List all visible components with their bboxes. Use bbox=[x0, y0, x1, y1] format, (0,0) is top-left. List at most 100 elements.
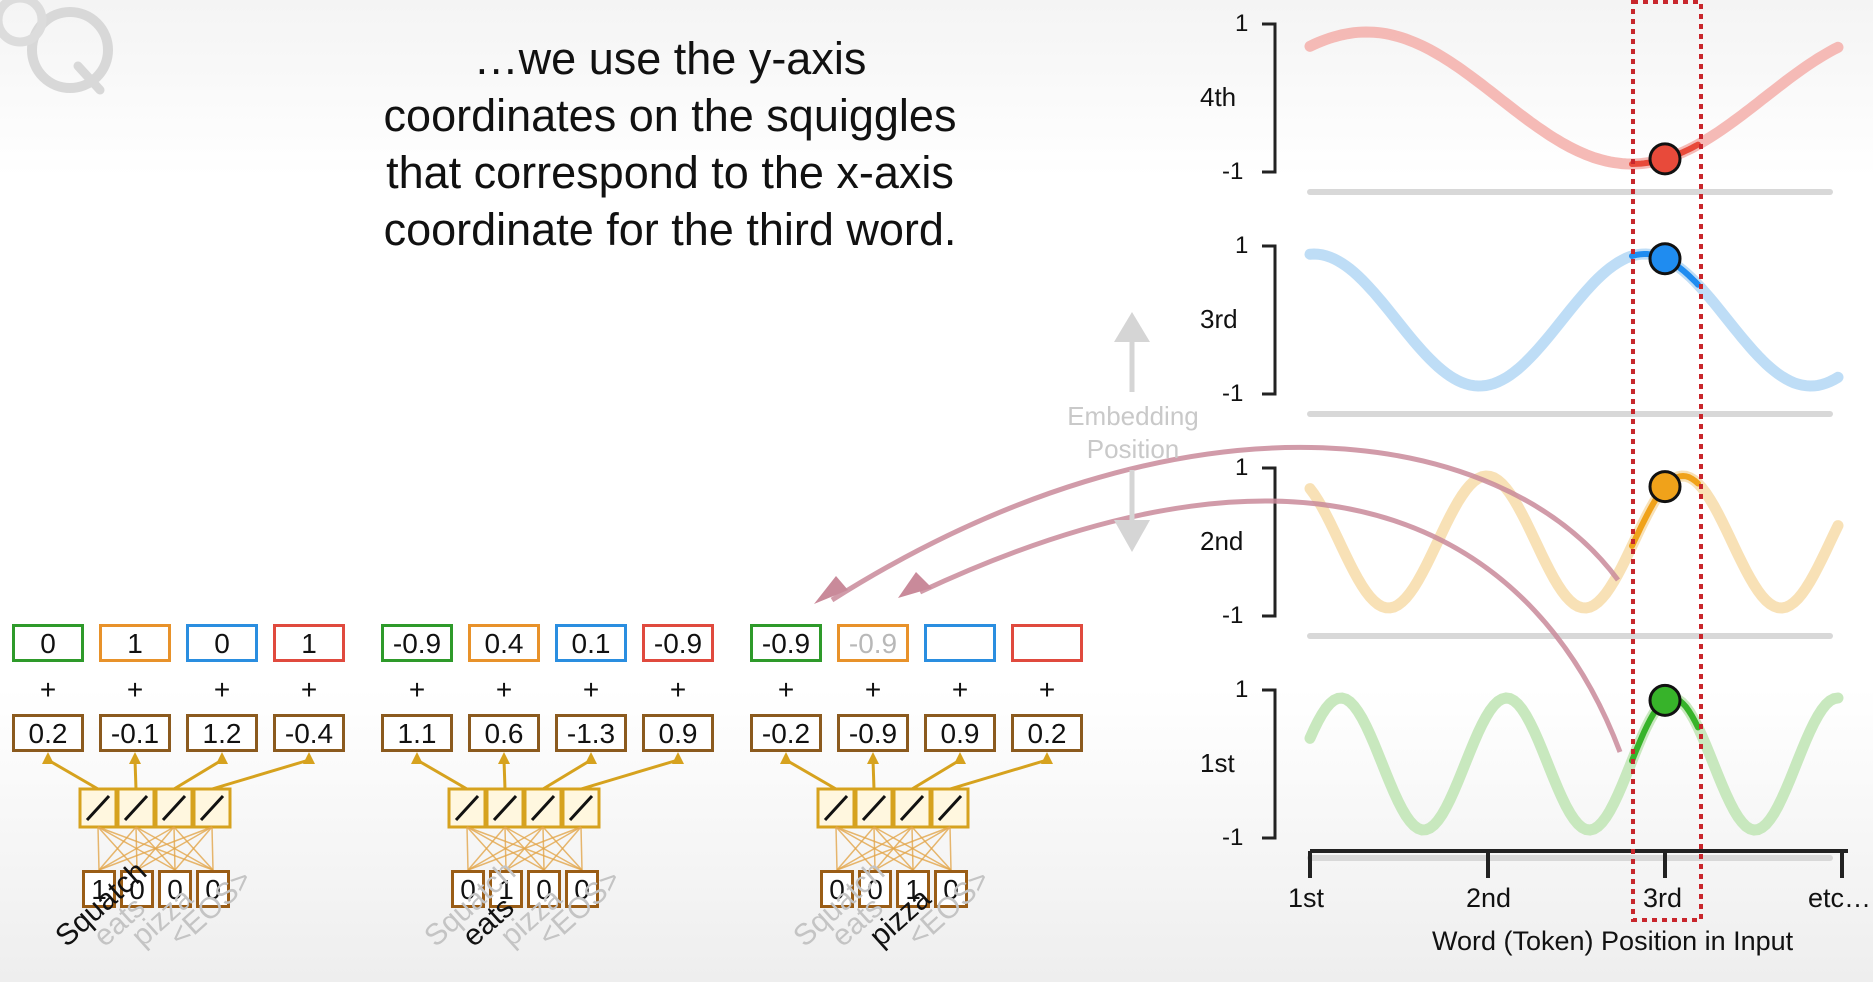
panel-y-axis bbox=[1262, 466, 1277, 618]
weight-connection bbox=[135, 826, 214, 871]
weight-connection bbox=[580, 826, 583, 871]
weight-connection bbox=[504, 826, 583, 871]
y-tick-bottom: -1 bbox=[1222, 158, 1244, 185]
weight-arrow bbox=[871, 759, 876, 790]
weight-arrow bbox=[173, 758, 223, 791]
arrow-head bbox=[498, 752, 510, 764]
position-squiggle bbox=[1304, 26, 1844, 170]
weight-connection bbox=[97, 826, 138, 871]
arrow-head bbox=[303, 752, 315, 764]
word-embedding-box: 0.6 bbox=[468, 714, 540, 752]
caption-line-4: coordinate for the third word. bbox=[383, 204, 957, 255]
word-embedding-box: 0.2 bbox=[12, 714, 84, 752]
sum-value-box: -0.9 bbox=[642, 624, 714, 662]
y-tick-bottom: -1 bbox=[1222, 380, 1244, 407]
weight-connection bbox=[466, 826, 545, 871]
x-tick-label: 3rd bbox=[1643, 883, 1683, 913]
weight-arrow bbox=[542, 758, 592, 791]
word-embedding-box: -0.4 bbox=[273, 714, 345, 752]
embedding-label-line-1: Embedding bbox=[1067, 401, 1199, 431]
weight-connection bbox=[835, 826, 914, 871]
y-tick-top: 1 bbox=[1235, 454, 1249, 481]
caption-text: …we use the y-axis coordinates on the sq… bbox=[320, 30, 1020, 258]
onehot-input-box: 0 bbox=[158, 870, 192, 908]
weight-connection bbox=[466, 826, 469, 871]
weight-arrow bbox=[785, 758, 837, 791]
activation-line bbox=[161, 794, 187, 822]
onehot-input-box: 1 bbox=[489, 870, 523, 908]
arrow-head bbox=[672, 752, 684, 764]
word-embedding-box: -0.9 bbox=[837, 714, 909, 752]
activation-line bbox=[530, 794, 556, 822]
y-tick-top: 1 bbox=[1235, 10, 1249, 37]
third-position-highlight bbox=[1631, 0, 1703, 922]
onehot-input-box: 0 bbox=[120, 870, 154, 908]
weight-arrow bbox=[211, 758, 310, 791]
plus-sign: + bbox=[300, 674, 318, 705]
y-tick-top: 1 bbox=[1235, 676, 1249, 703]
plus-sign: + bbox=[495, 674, 513, 705]
embedding-group-3: -0.9 -0.9 + + + + -0.2 -0.9 0.9 0.2 0 0 1 0 Squatch eat… bbox=[750, 624, 1110, 982]
plus-sign: + bbox=[864, 674, 882, 705]
x-tick-label: etc… bbox=[1808, 883, 1872, 913]
embedding-arc-1 bbox=[830, 444, 1621, 603]
embedding-arc-2 bbox=[918, 498, 1623, 753]
down-arrow-head bbox=[1114, 520, 1150, 552]
sum-value-box: -0.9 bbox=[750, 624, 822, 662]
arrow-head bbox=[780, 752, 792, 764]
activation-line bbox=[492, 794, 518, 822]
word-embedding-box: -1.3 bbox=[555, 714, 627, 752]
panel-y-axis bbox=[1262, 244, 1277, 396]
onehot-input-box: 0 bbox=[858, 870, 892, 908]
y-tick-top: 1 bbox=[1235, 232, 1249, 259]
activation-line bbox=[199, 794, 225, 822]
position-value-dot bbox=[1648, 470, 1682, 504]
position-value-dot bbox=[1648, 142, 1682, 176]
panel-label-4th: 4th bbox=[1200, 82, 1237, 112]
panel-label-1st: 1st bbox=[1200, 748, 1235, 778]
weight-connection bbox=[949, 826, 952, 871]
word-embedding-box: 1.2 bbox=[186, 714, 258, 752]
onehot-input-box: 0 bbox=[527, 870, 561, 908]
activation-line bbox=[861, 794, 887, 822]
sum-value-box: 0.1 bbox=[555, 624, 627, 662]
word-embedding-box: 1.1 bbox=[381, 714, 453, 752]
embedding-arc-1-head bbox=[814, 576, 848, 604]
activation-line bbox=[85, 794, 111, 822]
statquest-logo bbox=[0, 0, 130, 110]
caption-line-1: …we use the y-axis bbox=[473, 33, 867, 84]
activation-line bbox=[123, 794, 149, 822]
sum-value-box bbox=[924, 624, 996, 662]
weight-arrow bbox=[911, 758, 961, 791]
arrow-head bbox=[216, 752, 228, 764]
position-value-dot bbox=[1648, 242, 1682, 276]
onehot-input-box: 0 bbox=[565, 870, 599, 908]
activation-line bbox=[568, 794, 594, 822]
sum-value-box: -0.9 bbox=[837, 624, 909, 662]
plus-sign: + bbox=[39, 674, 57, 705]
weight-connection bbox=[873, 826, 952, 871]
embedding-group-1: 0 1 0 1 + + + +0.2 -0.1 1.2 -0.4 1 0 0 0 Squatch eats piz… bbox=[12, 624, 372, 982]
arrow-head bbox=[954, 752, 966, 764]
weight-connection bbox=[466, 826, 507, 871]
sum-value-box: 1 bbox=[273, 624, 345, 662]
word-embedding-box: -0.2 bbox=[750, 714, 822, 752]
activation-line bbox=[899, 794, 925, 822]
word-embedding-box: -0.1 bbox=[99, 714, 171, 752]
plus-sign: + bbox=[777, 674, 795, 705]
plus-sign: + bbox=[1038, 674, 1056, 705]
position-squiggle bbox=[1304, 470, 1844, 614]
onehot-input-box: 0 bbox=[934, 870, 968, 908]
weight-arrow bbox=[47, 758, 99, 791]
arrow-head bbox=[129, 752, 141, 764]
onehot-input-box: 0 bbox=[820, 870, 854, 908]
x-tick-label: 2nd bbox=[1466, 883, 1512, 913]
embedding-arc-2-head bbox=[898, 572, 932, 598]
caption-line-3: that correspond to the x-axis bbox=[386, 147, 954, 198]
sum-value-box: 1 bbox=[99, 624, 171, 662]
panel-label-3rd: 3rd bbox=[1200, 304, 1238, 334]
embedding-label-line-2: Position bbox=[1086, 434, 1180, 464]
onehot-input-box: 1 bbox=[82, 870, 116, 908]
arrow-head bbox=[1041, 752, 1053, 764]
plus-sign: + bbox=[126, 674, 144, 705]
